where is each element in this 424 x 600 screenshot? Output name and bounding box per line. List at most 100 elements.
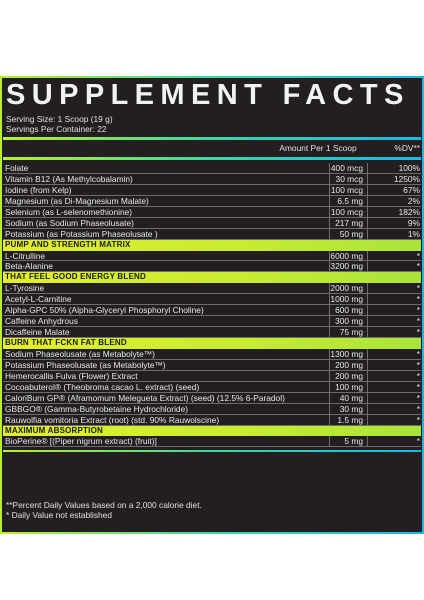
ingredient-amount: 100 mcg <box>330 206 363 217</box>
column-header: Amount Per 1 Scoop %DV** <box>3 143 421 154</box>
column-divider <box>367 403 368 415</box>
ingredient-row: L-Tyrosine 2000 mg * <box>3 283 421 295</box>
ingredient-dv: * <box>416 327 420 338</box>
section-header-row: PUMP AND STRENGTH MATRIX <box>3 239 421 251</box>
ingredient-dv: 2% <box>407 195 420 206</box>
column-divider <box>329 228 330 240</box>
section-header-row: THAT FEEL GOOD ENERGY BLEND <box>3 272 421 284</box>
ingredient-row: Iodine (from Kelp) 100 mcg 67% <box>3 184 421 196</box>
column-divider <box>329 173 330 185</box>
column-divider <box>329 206 330 218</box>
ingredient-amount: 6.5 mg <box>337 195 363 206</box>
column-divider <box>367 348 368 360</box>
ingredient-amount: 75 mg <box>339 327 363 338</box>
column-divider <box>329 294 330 306</box>
column-divider <box>367 250 368 262</box>
ingredient-amount: 30 mcg <box>335 173 363 184</box>
ingredient-dv: * <box>416 294 420 305</box>
ingredient-name: Potassium (as Potassium Phaseolusate ) <box>5 228 158 239</box>
column-divider <box>329 283 330 295</box>
column-divider <box>367 228 368 240</box>
ingredient-amount: 200 mg <box>335 359 363 370</box>
column-divider <box>367 163 368 174</box>
ingredient-name: L-Tyrosine <box>5 283 45 294</box>
ingredient-name: Acetyl-L-Carnitine <box>5 294 72 305</box>
ingredient-amount: 217 mg <box>335 217 363 228</box>
ingredient-row: Magnesium (as Di-Magnesium Malate) 6.5 mg… <box>3 195 421 207</box>
ingredient-name: BioPerine® [(Piper nigrum extract) (frui… <box>5 436 157 447</box>
ingredient-dv: * <box>416 283 420 294</box>
ingredient-name: Hemerocallis Fulva (Flower) Extract <box>5 370 138 381</box>
ingredient-dv: * <box>416 359 420 370</box>
ingredient-dv: * <box>416 305 420 316</box>
column-divider <box>329 359 330 371</box>
ingredient-name: L-Citrulline <box>5 250 46 261</box>
column-divider <box>329 348 330 360</box>
column-divider <box>329 414 330 426</box>
ingredient-name: Rauwolfia vomitoria Extract (root) (std.… <box>5 414 220 425</box>
ingredient-dv: * <box>416 392 420 403</box>
ingredient-name: Cocoabuterol® (Theobroma cacao L. extrac… <box>5 381 200 392</box>
ingredient-row: CaloriBurn GP® (Aframomum Melegueta Extr… <box>3 392 421 404</box>
ingredient-amount: 200 mg <box>335 370 363 381</box>
ingredient-name: GBBGO® (Gamma-Butyrobetaine Hydrochlorid… <box>5 403 189 414</box>
column-divider <box>329 316 330 328</box>
serving-size: Serving Size: 1 Scoop (19 g) <box>6 114 113 124</box>
section-title: MAXIMUM ABSORPTION <box>5 425 103 435</box>
section-header-row: MAXIMUM ABSORPTION <box>3 425 421 437</box>
column-divider <box>367 381 368 393</box>
ingredient-dv: * <box>416 250 420 261</box>
ingredient-dv: 182% <box>398 206 420 217</box>
footer-rule <box>3 450 421 452</box>
column-divider <box>367 436 368 448</box>
ingredient-name: Vitamin B12 (As Methylcobalamin) <box>5 173 133 184</box>
column-divider <box>329 370 330 382</box>
ingredient-name: Folate <box>5 163 29 173</box>
ingredient-row: Dicaffeine Malate 75 mg * <box>3 327 421 338</box>
ingredient-amount: 400 mcg <box>330 163 363 173</box>
column-divider <box>367 195 368 207</box>
ingredient-amount: 600 mg <box>335 305 363 316</box>
ingredient-amount: 2000 mg <box>330 283 363 294</box>
dv-header: %DV** <box>394 143 420 153</box>
ingredient-name: Caffeine Anhydrous <box>5 316 78 327</box>
ingredient-amount: 30 mg <box>339 403 363 414</box>
column-divider <box>329 195 330 207</box>
ingredient-dv: * <box>416 261 420 272</box>
ingredient-name: Sodium (as Sodium Phaseolusate) <box>5 217 134 228</box>
section-title: BURN THAT FCKN FAT BLEND <box>5 338 127 347</box>
ingredient-row: GBBGO® (Gamma-Butyrobetaine Hydrochlorid… <box>3 403 421 415</box>
ingredient-row: Beta-Alanine 3200 mg * <box>3 261 421 273</box>
ingredient-amount: 1.5 mg <box>337 414 363 425</box>
column-divider <box>367 173 368 185</box>
footnote-dv-basis: **Percent Daily Values based on a 2,000 … <box>6 500 202 510</box>
ingredient-name: Magnesium (as Di-Magnesium Malate) <box>5 195 149 206</box>
ingredient-row: Sodium Phaseolusate (as Metabolyte™) 1300… <box>3 348 421 360</box>
footnote-not-established: * Daily Value not established <box>6 510 112 520</box>
ingredient-row: Folate 400 mcg 100% <box>3 163 421 174</box>
ingredient-amount: 1300 mg <box>330 348 363 359</box>
ingredient-dv: * <box>416 414 420 425</box>
ingredient-row: Sodium (as Sodium Phaseolusate) 217 mg 9% <box>3 217 421 229</box>
ingredient-name: Selenium (as L-selenomethionine) <box>5 206 133 217</box>
ingredient-row: BioPerine® [(Piper nigrum extract) (frui… <box>3 436 421 448</box>
ingredient-amount: 100 mcg <box>330 184 363 195</box>
ingredient-row: Selenium (as L-selenomethionine) 100 mcg 1… <box>3 206 421 218</box>
ingredient-dv: 1% <box>407 228 420 239</box>
column-divider <box>367 261 368 273</box>
ingredient-row: Cocoabuterol® (Theobroma cacao L. extrac… <box>3 381 421 393</box>
ingredient-name: Beta-Alanine <box>5 261 53 272</box>
column-divider <box>329 250 330 262</box>
ingredient-dv: 100% <box>398 163 420 173</box>
column-divider <box>367 184 368 196</box>
ingredient-name: Dicaffeine Malate <box>5 327 70 338</box>
column-divider <box>329 217 330 229</box>
column-divider <box>367 305 368 317</box>
ingredient-row: Caffeine Anhydrous 300 mg * <box>3 316 421 328</box>
ingredient-name: Potassium Phaseolusate (as Metabolyte™) <box>5 359 166 370</box>
column-divider <box>367 217 368 229</box>
column-divider <box>329 261 330 273</box>
ingredient-amount: 3200 mg <box>330 261 363 272</box>
column-divider <box>367 370 368 382</box>
header-rule-thick <box>3 137 421 140</box>
